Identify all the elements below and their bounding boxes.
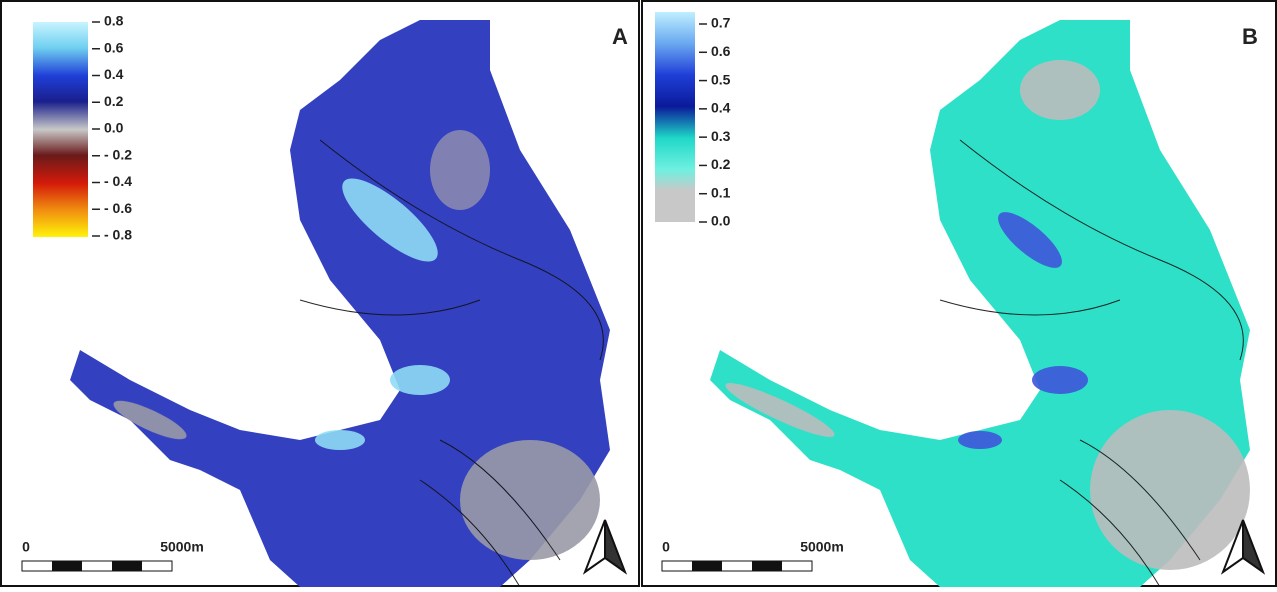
figure: 0.80.60.40.20.0- 0.2- 0.4- 0.6- 0.8 A 0 … bbox=[0, 0, 1277, 587]
legend-label: 0.4 bbox=[104, 66, 124, 82]
scale-end: 5000m bbox=[160, 539, 204, 555]
legend-colorbar bbox=[655, 12, 695, 222]
panel-b: 0.7 0.6 0.5 0.4 0.3 0.2 0.1 0.0 B 0 5000m bbox=[642, 1, 1276, 587]
panel-label: B bbox=[1242, 24, 1258, 49]
legend-label: 0.3 bbox=[711, 128, 731, 144]
scale-bar bbox=[22, 561, 172, 571]
legend-label: 0.5 bbox=[711, 71, 731, 87]
legend-label: 0.0 bbox=[104, 120, 124, 136]
legend-label: 0.7 bbox=[711, 15, 731, 31]
legend-label: 0.4 bbox=[711, 100, 731, 116]
scale-start: 0 bbox=[662, 539, 670, 555]
scale-start: 0 bbox=[22, 539, 30, 555]
legend-label: 0.0 bbox=[711, 213, 731, 229]
legend-label: 0.6 bbox=[104, 39, 124, 55]
legend-label: - 0.2 bbox=[104, 146, 132, 162]
scale-end: 5000m bbox=[800, 539, 844, 555]
legend-label: 0.2 bbox=[104, 93, 124, 109]
scale-bar bbox=[662, 561, 812, 571]
panel-a: 0.80.60.40.20.0- 0.2- 0.4- 0.6- 0.8 A 0 … bbox=[1, 1, 639, 587]
legend-label: 0.8 bbox=[104, 13, 124, 29]
legend-label: - 0.8 bbox=[104, 227, 132, 243]
legend-label: 0.6 bbox=[711, 43, 731, 59]
panel-label: A bbox=[612, 24, 628, 49]
legend-label: 0.1 bbox=[711, 184, 731, 200]
legend-label: 0.2 bbox=[711, 156, 731, 172]
legend-colorbar bbox=[33, 22, 88, 237]
legend-label: - 0.6 bbox=[104, 200, 132, 216]
legend-label: - 0.4 bbox=[104, 173, 132, 189]
